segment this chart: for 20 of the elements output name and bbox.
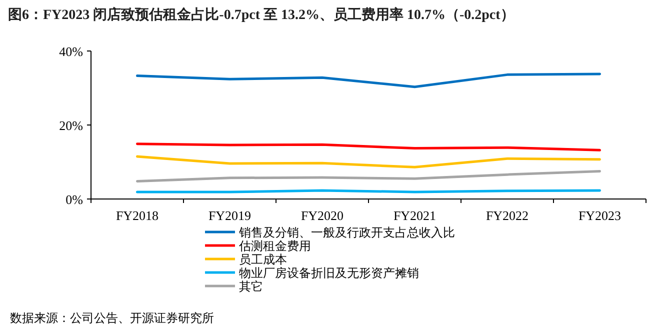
line-series: [136, 72, 601, 88]
y-tick-label: 20%: [59, 118, 84, 133]
line-series: [136, 155, 601, 168]
line-series: [136, 170, 601, 182]
legend-label: 销售及分销、一般及行政开支占总收入比: [238, 226, 455, 240]
source-note: 数据来源：公司公告、开源证券研究所: [10, 311, 214, 325]
line-series: [136, 142, 601, 152]
x-tick-label: FY2021: [393, 208, 436, 223]
x-tick-label: FY2023: [578, 208, 622, 223]
y-tick-label: 40%: [59, 44, 84, 59]
x-tick-label: FY2022: [486, 208, 529, 223]
legend-label: 员工成本: [239, 252, 287, 266]
chart-title: 图6：FY2023 闭店致预估租金占比-0.7pct 至 13.2%、员工费用率 10.7%（-0.2pct）: [8, 6, 514, 23]
y-tick-label: 0%: [66, 192, 84, 207]
x-tick-label: FY2020: [300, 208, 344, 223]
legend-label: 估测租金费用: [238, 239, 311, 253]
x-tick-label: FY2018: [116, 208, 159, 223]
legend-label: 其它: [239, 280, 263, 294]
legend-label: 物业厂房设备折旧及无形资产摊销: [239, 266, 419, 280]
x-tick-label: FY2019: [208, 208, 252, 223]
